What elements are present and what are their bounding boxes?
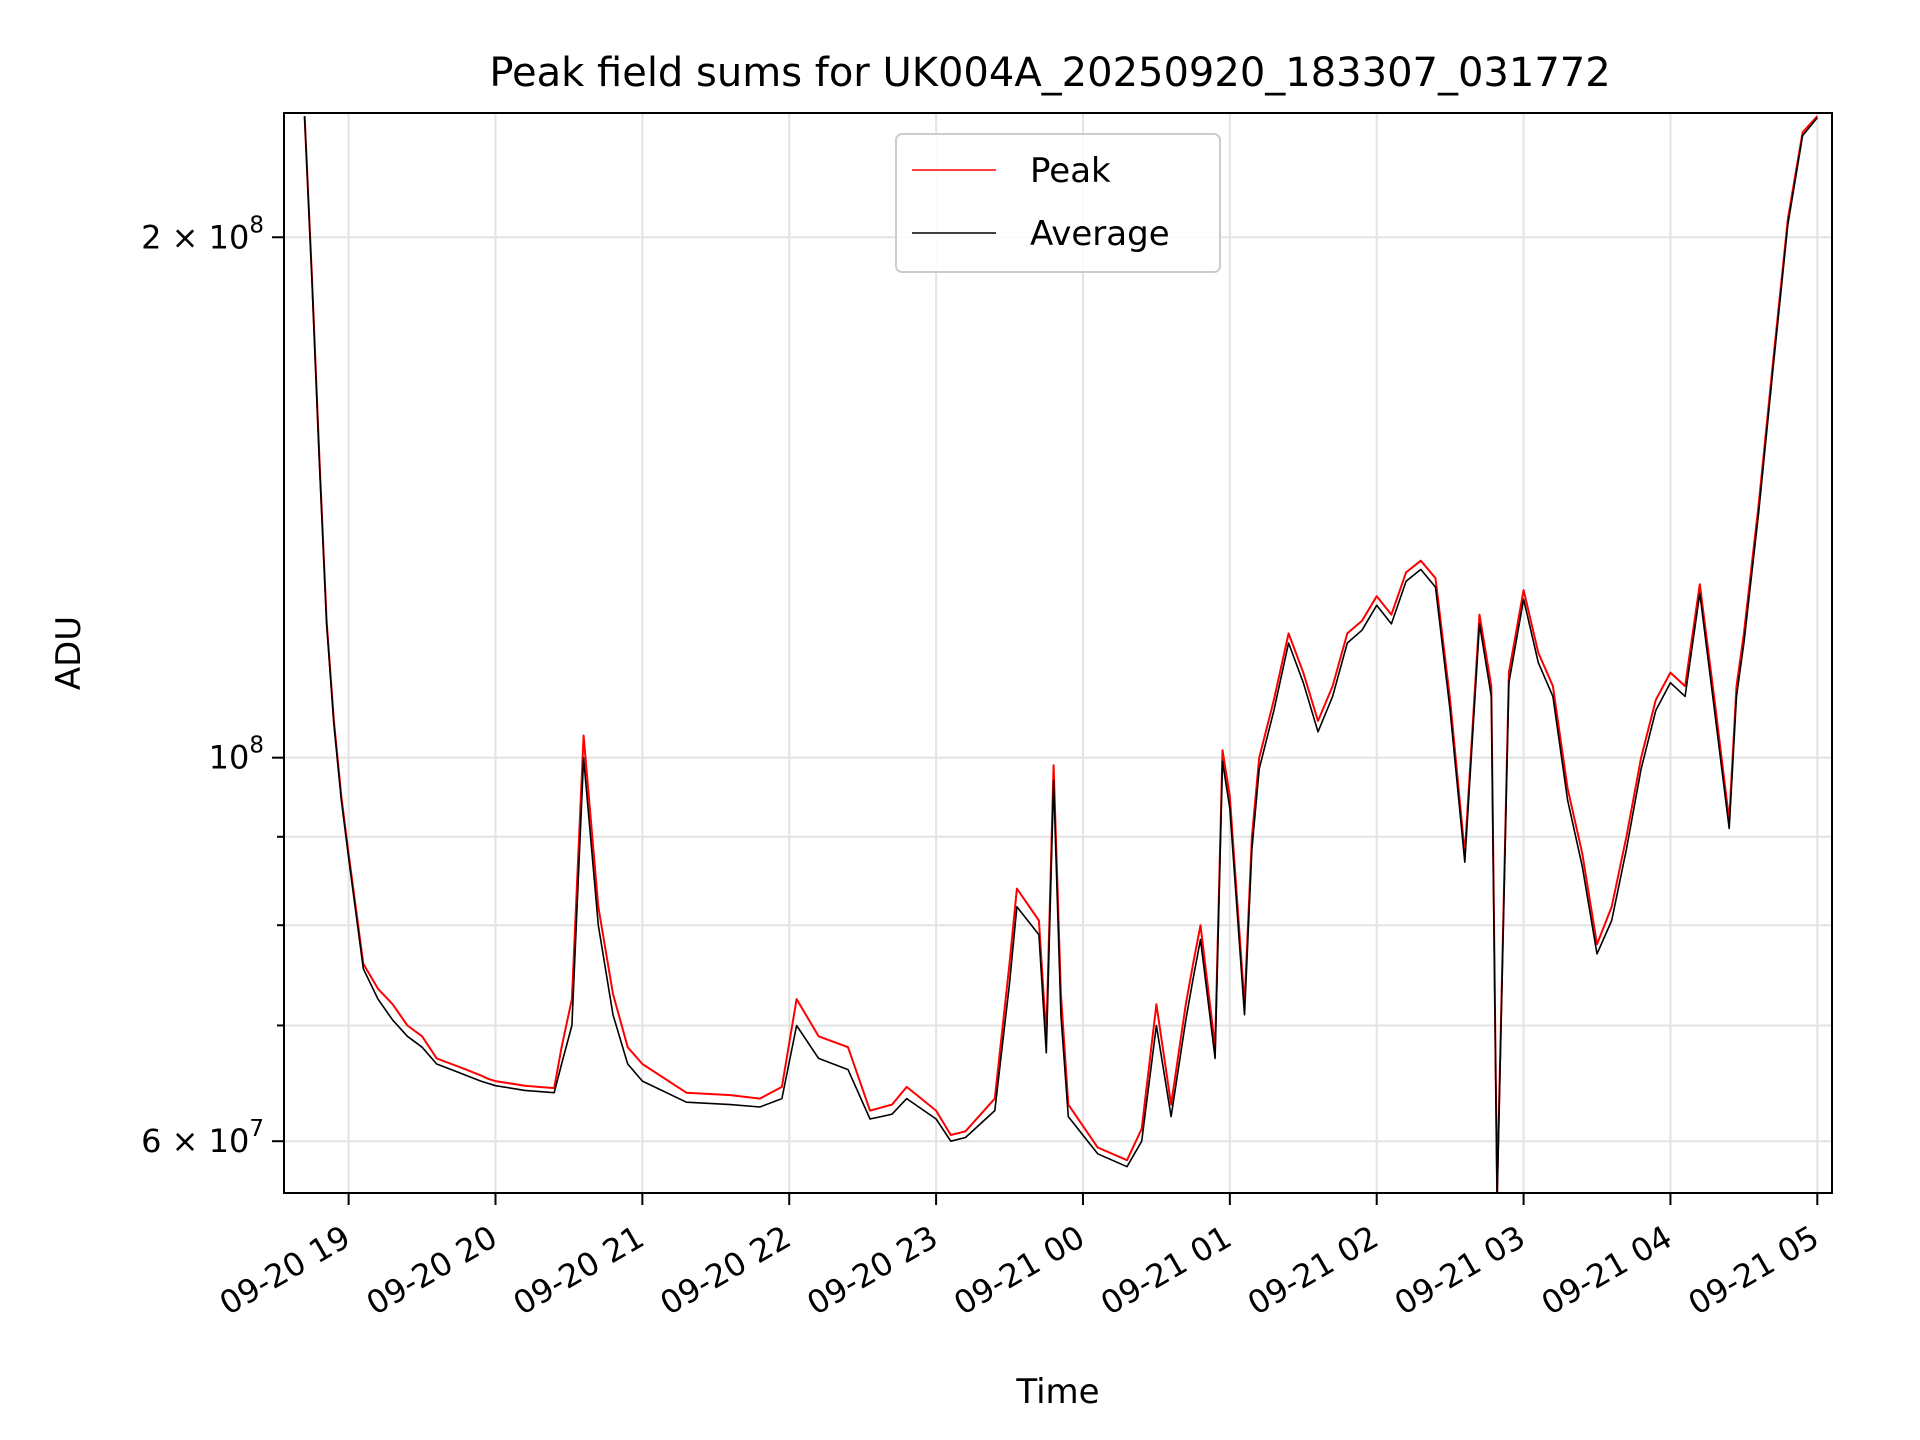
y-tick-label-base: 2 × 10 [141,218,249,256]
grid [284,113,1832,1193]
x-tick-label: 09-21 03 [1388,1218,1532,1323]
x-tick-label: 09-20 19 [213,1218,357,1323]
series-line-average [303,116,1818,1193]
y-tick-label: 108 [209,733,264,777]
x-tick-label: 09-21 01 [1094,1218,1238,1323]
y-tick-label-exponent: 7 [249,1116,264,1142]
x-axis-label: Time [1015,1372,1099,1412]
y-tick-label-exponent: 8 [249,733,264,759]
chart-title: Peak field sums for UK004A_20250920_1833… [489,50,1610,96]
y-tick-label-base: 6 × 10 [141,1122,249,1160]
legend-box [895,133,1221,273]
x-tick-label: 09-20 23 [800,1218,944,1323]
y-tick-label: 2 × 108 [141,212,264,256]
legend: Peak Average [895,133,1221,273]
y-tick-label-exponent: 8 [249,212,264,238]
x-tick-label: 09-21 02 [1241,1218,1385,1323]
y-axis-label: ADU [49,616,89,690]
x-tick-label: 09-20 22 [654,1218,798,1323]
series-line-peak [303,115,1819,1193]
x-tick-label: 09-20 21 [507,1218,651,1323]
x-axis: 09-20 19 09-20 20 09-20 21 09-20 22 09-20 23… [213,1193,1825,1323]
plot-frame [283,112,1833,1194]
series-layer [303,115,1819,1193]
x-tick-label: 09-21 04 [1535,1218,1679,1323]
legend-label-average: Average [1030,214,1170,254]
x-tick-label: 09-21 00 [947,1218,1091,1323]
y-tick-label: 6 × 107 [141,1116,264,1160]
legend-label-peak: Peak [1030,151,1111,191]
y-tick-label-base: 10 [209,739,250,777]
x-tick-label: 09-20 20 [360,1218,504,1323]
x-tick-label: 09-21 05 [1682,1218,1826,1323]
